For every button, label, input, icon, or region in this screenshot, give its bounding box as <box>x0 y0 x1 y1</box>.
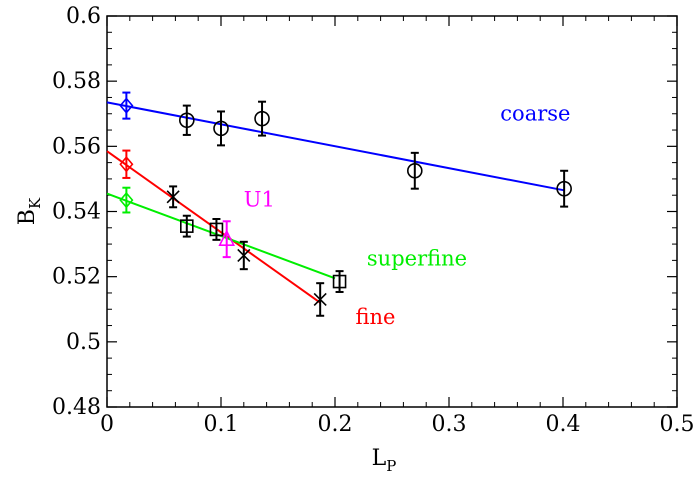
data-points <box>119 91 572 317</box>
point-marker <box>119 156 134 173</box>
annotations: coarse U1 superfine fine <box>244 101 571 329</box>
y-axis-title: BK <box>15 197 44 225</box>
point-marker <box>213 120 229 137</box>
point-marker <box>218 229 235 246</box>
point-marker <box>237 248 251 263</box>
label-u1: U1 <box>244 188 275 212</box>
y-tick-label: 0.5 <box>66 330 101 355</box>
x-tick-label: 0 <box>100 412 114 437</box>
y-tick-label: 0.52 <box>52 265 101 290</box>
fit-line-coarse <box>106 101 565 192</box>
x-tick-label: 0.4 <box>546 412 581 437</box>
axes: 0 0.1 0.2 0.3 0.4 0.5 0.48 0.5 0.52 0.54 0.56 0.58 0… <box>15 4 695 475</box>
label-coarse: coarse <box>500 101 570 125</box>
y-tick-label: 0.6 <box>66 4 101 29</box>
fit-line-fine <box>106 150 321 304</box>
point-marker <box>119 191 134 209</box>
x-tick-label: 0.3 <box>432 412 467 437</box>
point-marker <box>119 97 134 114</box>
point-marker <box>166 190 180 204</box>
x-tick-label: 0.5 <box>660 412 695 437</box>
point-marker <box>209 222 224 237</box>
point-marker <box>180 219 194 233</box>
y-tick-label: 0.48 <box>52 395 101 420</box>
point-marker <box>406 162 423 179</box>
x-tick-label: 0.2 <box>318 412 353 437</box>
label-fine: fine <box>356 305 396 329</box>
y-tick-label: 0.58 <box>52 69 101 94</box>
y-tick-label: 0.56 <box>52 134 101 159</box>
point-marker <box>556 180 572 197</box>
point-marker <box>313 292 327 307</box>
x-axis-title: LP <box>372 446 397 475</box>
point-marker <box>179 112 195 129</box>
y-tick-label: 0.54 <box>52 200 101 225</box>
fit-lines <box>106 101 565 304</box>
x-tick-label: 0.1 <box>204 412 239 437</box>
point-marker <box>332 274 347 289</box>
point-marker <box>254 110 270 127</box>
label-superfine: superfine <box>367 246 467 270</box>
